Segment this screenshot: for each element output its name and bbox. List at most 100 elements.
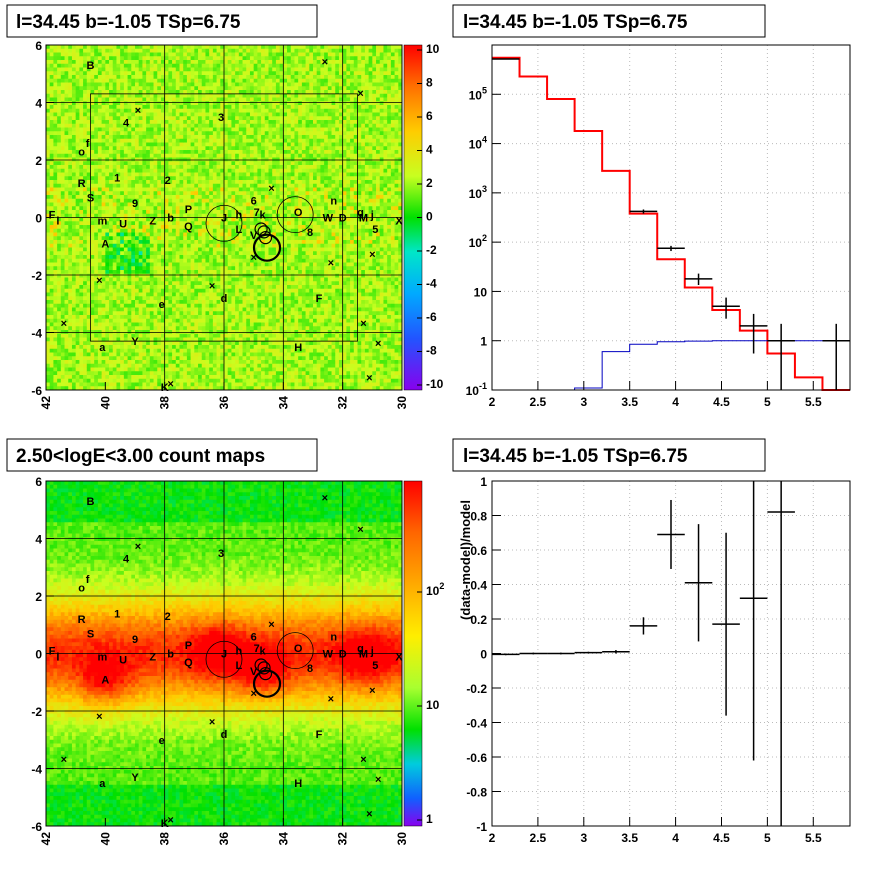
- map-pixel: [179, 127, 184, 132]
- map-pixel: [123, 303, 128, 308]
- map-pixel: [94, 172, 99, 177]
- map-pixel: [53, 333, 58, 338]
- map-pixel: [116, 270, 121, 275]
- map-pixel: [183, 165, 188, 170]
- map-pixel: [64, 67, 69, 72]
- map-pixel: [105, 360, 110, 365]
- map-pixel: [142, 75, 147, 80]
- map-pixel: [157, 247, 162, 252]
- map-pixel: [235, 307, 240, 312]
- map-pixel: [205, 273, 210, 278]
- map-pixel: [131, 97, 136, 102]
- map-pixel: [71, 142, 77, 147]
- map-pixel: [227, 120, 232, 125]
- map-pixel: [172, 116, 177, 121]
- map-pixel: [164, 48, 169, 53]
- map-pixel: [112, 202, 117, 207]
- map-pixel: [142, 318, 147, 323]
- map-pixel: [205, 367, 210, 372]
- map-pixel: [157, 157, 162, 162]
- map-pixel: [168, 333, 173, 338]
- map-pixel: [46, 198, 51, 203]
- map-pixel: [157, 217, 162, 222]
- map-pixel: [53, 232, 58, 237]
- map-pixel: [175, 247, 180, 252]
- map-pixel: [164, 240, 169, 245]
- map-pixel: [57, 120, 62, 125]
- map-pixel: [160, 318, 166, 323]
- map-pixel: [164, 356, 169, 361]
- map-pixel: [149, 375, 154, 380]
- map-pixel: [46, 195, 51, 200]
- map-pixel: [116, 45, 121, 50]
- map-pixel: [86, 292, 91, 297]
- map-pixel: [116, 221, 121, 226]
- map-pixel: [209, 180, 214, 185]
- map-pixel: [109, 315, 114, 320]
- map-pixel: [86, 251, 91, 256]
- map-pixel: [227, 78, 232, 83]
- map-pixel: [49, 266, 54, 271]
- map-pixel: [164, 187, 169, 192]
- map-pixel: [79, 337, 84, 342]
- map-pixel: [201, 176, 206, 181]
- map-pixel: [105, 300, 110, 305]
- map-pixel: [75, 303, 80, 308]
- map-pixel: [68, 142, 73, 147]
- map-pixel: [46, 292, 51, 297]
- map-pixel: [164, 318, 169, 323]
- map-pixel: [146, 198, 151, 203]
- map-pixel: [75, 60, 80, 65]
- map-pixel: [172, 292, 177, 297]
- map-pixel: [175, 300, 180, 305]
- map-pixel: [79, 247, 84, 252]
- map-pixel: [235, 123, 240, 128]
- map-pixel: [138, 90, 143, 95]
- map-pixel: [142, 168, 147, 173]
- map-pixel: [149, 258, 154, 263]
- map-pixel: [79, 315, 84, 320]
- map-pixel: [142, 165, 147, 170]
- map-pixel: [157, 206, 162, 211]
- map-pixel: [94, 300, 99, 305]
- map-pixel: [235, 78, 240, 83]
- map-pixel: [75, 281, 80, 286]
- map-pixel: [53, 67, 58, 72]
- map-pixel: [116, 67, 121, 72]
- map-pixel: [105, 386, 110, 390]
- map-pixel: [138, 135, 143, 140]
- map-pixel: [86, 266, 91, 271]
- map-pixel: [60, 322, 65, 327]
- map-pixel: [231, 180, 236, 185]
- map-pixel: [168, 206, 173, 211]
- map-pixel: [120, 161, 125, 166]
- map-pixel: [149, 78, 154, 83]
- map-pixel: [227, 157, 232, 162]
- map-pixel: [138, 236, 143, 241]
- map-pixel: [186, 198, 192, 203]
- map-pixel: [198, 375, 203, 380]
- map-pixel: [205, 45, 210, 50]
- map-pixel: [172, 251, 177, 256]
- map-pixel: [186, 86, 192, 91]
- map-pixel: [64, 97, 69, 102]
- map-pixel: [68, 56, 73, 61]
- map-pixel: [64, 375, 69, 380]
- map-pixel: [186, 120, 192, 125]
- map-pixel: [120, 348, 125, 353]
- map-pixel: [97, 285, 103, 290]
- map-pixel: [53, 356, 58, 361]
- map-pixel: [175, 202, 180, 207]
- map-pixel: [175, 48, 180, 53]
- map-pixel: [86, 67, 91, 72]
- map-pixel: [209, 198, 214, 203]
- map-pixel: [109, 318, 114, 323]
- map-pixel: [79, 225, 84, 230]
- map-pixel: [75, 217, 80, 222]
- map-pixel: [235, 180, 240, 185]
- map-pixel: [172, 277, 177, 282]
- map-pixel: [71, 360, 77, 365]
- map-pixel: [194, 183, 199, 188]
- map-pixel: [46, 326, 51, 331]
- map-pixel: [71, 285, 77, 290]
